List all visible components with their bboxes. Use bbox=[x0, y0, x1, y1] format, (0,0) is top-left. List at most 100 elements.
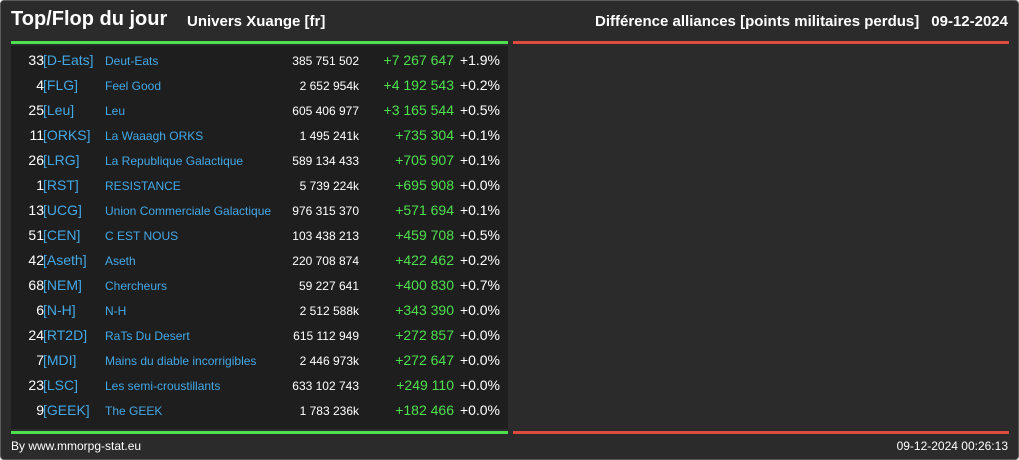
alliance-diff: +422 462 bbox=[395, 252, 454, 268]
alliance-rank: 9 bbox=[36, 402, 44, 418]
alliance-diff-percent: +0.0% bbox=[459, 327, 500, 343]
alliance-rank: 23 bbox=[28, 377, 44, 393]
alliance-tag-link[interactable]: [LSC] bbox=[43, 377, 79, 393]
alliance-tag-link[interactable]: [NEM] bbox=[43, 277, 82, 293]
alliance-diff: +735 304 bbox=[395, 127, 454, 143]
alliance-diff-percent: +0.5% bbox=[459, 227, 500, 243]
alliance-name-link[interactable]: Feel Good bbox=[105, 79, 162, 93]
alliance-name-link[interactable]: Union Commerciale Galactique bbox=[105, 204, 272, 218]
alliance-tag-link[interactable]: [MDI] bbox=[43, 352, 77, 368]
alliance-tag-link[interactable]: [RT2D] bbox=[43, 327, 88, 343]
alliance-name-link[interactable]: RaTs Du Desert bbox=[105, 329, 190, 343]
alliance-row: 13 [UCG] Union Commerciale Galactique 976 3… bbox=[11, 198, 508, 223]
alliance-points: 385 751 502 bbox=[292, 54, 359, 68]
alliance-rank: 11 bbox=[29, 127, 44, 143]
alliance-rank: 33 bbox=[28, 52, 44, 68]
alliance-name-link[interactable]: Mains du diable incorrigibles bbox=[105, 354, 257, 368]
alliance-diff: +571 694 bbox=[395, 202, 454, 218]
alliance-points: 976 315 370 bbox=[292, 204, 359, 218]
alliance-diff-percent: +0.0% bbox=[459, 377, 500, 393]
alliance-diff: +695 908 bbox=[395, 177, 454, 193]
alliance-diff-percent: +0.2% bbox=[459, 77, 500, 93]
alliance-points: 220 708 874 bbox=[292, 254, 359, 268]
alliance-points: 5 739 224k bbox=[299, 179, 359, 193]
alliance-tag-link[interactable]: [LRG] bbox=[43, 152, 80, 168]
alliance-name-link[interactable]: Aseth bbox=[105, 254, 136, 268]
alliance-diff: +7 267 647 bbox=[383, 52, 454, 68]
alliance-row: 1 [RST] RESISTANCE 5 739 224k +695 908 +0.0% bbox=[11, 173, 508, 198]
alliance-tag-link[interactable]: [N-H] bbox=[43, 302, 76, 318]
alliance-tag-link[interactable]: [ORKS] bbox=[43, 127, 91, 143]
alliance-tag-link[interactable]: [RST] bbox=[43, 177, 79, 193]
alliance-diff-percent: +0.1% bbox=[459, 202, 500, 218]
alliance-diff-percent: +0.1% bbox=[459, 152, 500, 168]
alliance-points: 589 134 433 bbox=[292, 154, 359, 168]
alliance-row: 26 [LRG] La Republique Galactique 589 134 4… bbox=[11, 148, 508, 173]
alliance-rank: 6 bbox=[36, 302, 44, 318]
alliance-tag-link[interactable]: [D-Eats] bbox=[43, 52, 94, 68]
alliance-points: 2 652 954k bbox=[299, 79, 359, 93]
alliance-points: 633 102 743 bbox=[292, 379, 359, 393]
alliance-rank: 42 bbox=[28, 252, 44, 268]
alliance-tag-link[interactable]: [GEEK] bbox=[43, 402, 90, 418]
alliance-diff: +272 857 bbox=[395, 327, 454, 343]
alliance-points: 615 112 949 bbox=[293, 329, 359, 343]
alliance-name-link[interactable]: N-H bbox=[105, 304, 127, 318]
top-divider-green bbox=[11, 41, 508, 44]
alliance-name-link[interactable]: Chercheurs bbox=[105, 279, 168, 293]
alliance-tag-link[interactable]: [Leu] bbox=[43, 102, 75, 118]
alliance-diff-percent: +0.0% bbox=[459, 352, 500, 368]
universe-label: Univers Xuange [fr] bbox=[187, 13, 326, 30]
alliance-points: 2 446 973k bbox=[299, 354, 359, 368]
alliance-rank: 1 bbox=[36, 177, 44, 193]
alliance-row: 68 [NEM] Chercheurs 59 227 641 +400 830 +0.7% bbox=[11, 273, 508, 298]
alliance-row: 51 [CEN] C EST NOUS 103 438 213 +459 708 +0.5… bbox=[11, 223, 508, 248]
alliance-name-link[interactable]: Deut-Eats bbox=[105, 54, 159, 68]
alliance-rank: 13 bbox=[28, 202, 44, 218]
alliance-row: 23 [LSC] Les semi-croustillants 633 102 743… bbox=[11, 373, 508, 398]
alliance-row: 4 [FLG] Feel Good 2 652 954k +4 192 543 +0.2% bbox=[11, 73, 508, 98]
alliance-tag-link[interactable]: [CEN] bbox=[43, 227, 81, 243]
alliance-name-link[interactable]: La Republique Galactique bbox=[105, 154, 244, 168]
alliance-tag-link[interactable]: [UCG] bbox=[43, 202, 82, 218]
alliance-diff: +459 708 bbox=[395, 227, 454, 243]
alliance-rank: 24 bbox=[28, 327, 44, 343]
alliance-diff-percent: +0.0% bbox=[459, 177, 500, 193]
page-title: Top/Flop du jour bbox=[11, 8, 168, 30]
alliance-name-link[interactable]: La Waaagh ORKS bbox=[105, 129, 204, 143]
top-divider-red bbox=[513, 41, 1009, 44]
alliance-row: 11 [ORKS] La Waaagh ORKS 1 495 241k +735 304… bbox=[11, 123, 508, 148]
alliance-diff: +3 165 544 bbox=[383, 102, 454, 118]
alliance-name-link[interactable]: RESISTANCE bbox=[105, 179, 181, 193]
alliance-diff-percent: +0.2% bbox=[459, 252, 500, 268]
site-credit-link[interactable]: By www.mmorpg-stat.eu bbox=[11, 439, 142, 453]
alliance-points: 59 227 641 bbox=[298, 279, 359, 293]
alliance-diff: +4 192 543 bbox=[383, 77, 454, 93]
alliance-rank: 68 bbox=[28, 277, 44, 293]
alliance-row: 6 [N-H] N-H 2 512 588k +343 390 +0.0% bbox=[11, 298, 508, 323]
alliance-diff: +343 390 bbox=[395, 302, 454, 318]
header-right: Différence alliances [points militaires … bbox=[595, 13, 1008, 30]
alliance-row: 7 [MDI] Mains du diable incorrigibles 2 446… bbox=[11, 348, 508, 373]
alliance-diff-percent: +1.9% bbox=[459, 52, 500, 68]
alliance-name-link[interactable]: C EST NOUS bbox=[105, 229, 179, 243]
alliance-points: 605 406 977 bbox=[292, 104, 359, 118]
alliance-diff: +705 907 bbox=[395, 152, 454, 168]
alliance-rank: 26 bbox=[28, 152, 44, 168]
alliance-name-link[interactable]: The GEEK bbox=[105, 404, 163, 418]
alliance-points: 103 438 213 bbox=[292, 229, 359, 243]
alliance-row: 9 [GEEK] The GEEK 1 783 236k +182 466 +0.0% bbox=[11, 398, 508, 423]
alliance-diff: +272 647 bbox=[395, 352, 454, 368]
flop-list-panel bbox=[513, 46, 1009, 429]
bottom-divider-green bbox=[11, 431, 508, 434]
alliance-name-link[interactable]: Les semi-croustillants bbox=[105, 379, 221, 393]
alliance-rank: 4 bbox=[36, 77, 44, 93]
alliance-tag-link[interactable]: [FLG] bbox=[43, 77, 79, 93]
alliance-row: 24 [RT2D] RaTs Du Desert 615 112 949 +272 85… bbox=[11, 323, 508, 348]
alliance-rank: 7 bbox=[36, 352, 44, 368]
alliance-points: 1 783 236k bbox=[299, 404, 359, 418]
alliance-name-link[interactable]: Leu bbox=[105, 104, 126, 118]
alliance-tag-link[interactable]: [Aseth] bbox=[43, 252, 87, 268]
alliance-diff-percent: +0.5% bbox=[459, 102, 500, 118]
alliance-points: 1 495 241k bbox=[299, 129, 359, 143]
